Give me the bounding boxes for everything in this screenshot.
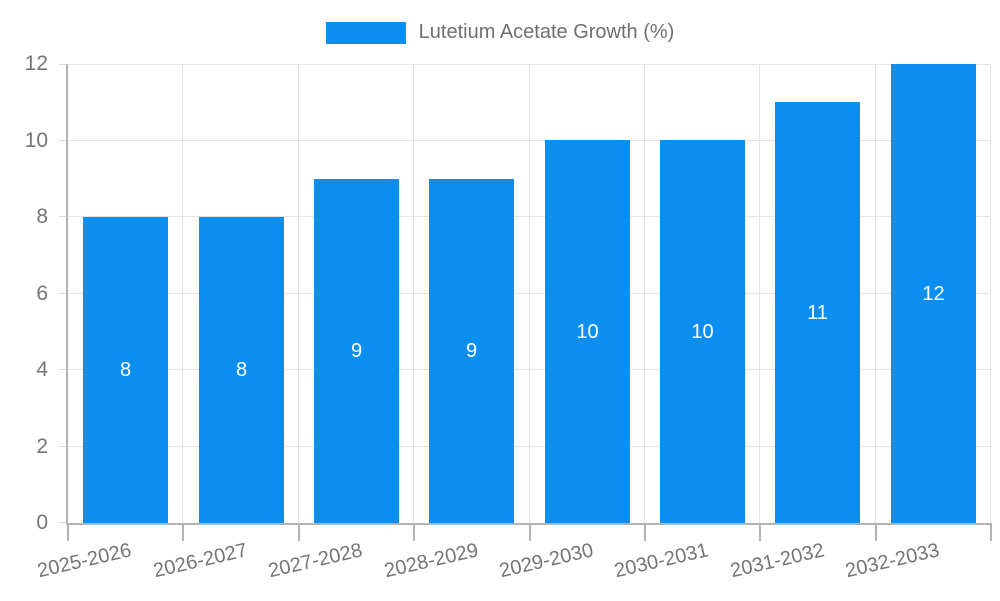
bar-value-label: 8 — [119, 359, 132, 381]
x-axis-tick — [182, 523, 184, 541]
bar-value-label: 12 — [922, 283, 945, 305]
y-axis-tick-label: 0 — [36, 511, 48, 534]
bar-value-label: 10 — [576, 321, 599, 343]
y-axis-tick — [59, 216, 66, 217]
y-axis-tick — [59, 64, 66, 65]
bar-value-label: 8 — [235, 359, 248, 381]
y-axis-tick-label: 8 — [36, 205, 48, 228]
gridline-x — [990, 64, 991, 523]
x-axis-tick — [990, 523, 992, 541]
legend-label: Lutetium Acetate Growth (%) — [418, 21, 675, 43]
bar-value-label: 9 — [350, 340, 363, 362]
y-axis-tick-label: 10 — [24, 129, 48, 152]
x-axis-tick — [529, 523, 531, 541]
y-axis-tick — [59, 293, 66, 294]
x-axis-tick — [298, 523, 300, 541]
x-axis-tick — [413, 523, 415, 541]
bar: 8 — [199, 217, 284, 523]
bar: 12 — [891, 64, 976, 523]
y-axis-tick — [59, 369, 66, 370]
gridline-x — [759, 64, 760, 523]
gridline-y — [68, 64, 991, 65]
legend-swatch — [325, 21, 406, 44]
x-axis-tick — [644, 523, 646, 541]
y-axis-tick — [59, 140, 66, 141]
bar: 10 — [545, 140, 630, 523]
y-axis-tick-label: 2 — [36, 435, 48, 458]
x-axis-tick — [67, 523, 69, 541]
bar: 8 — [83, 217, 168, 523]
gridline-x — [182, 64, 183, 523]
gridline-x — [875, 64, 876, 523]
y-axis-tick — [59, 522, 66, 523]
y-axis-tick — [59, 446, 66, 447]
bar-value-label: 9 — [465, 340, 478, 362]
bar: 9 — [429, 179, 514, 523]
y-axis-tick-label: 4 — [36, 358, 48, 381]
y-axis-tick-label: 6 — [36, 282, 48, 305]
y-axis-tick-label: 12 — [24, 52, 48, 75]
bar: 9 — [314, 179, 399, 523]
x-axis-tick — [759, 523, 761, 541]
bar: 11 — [775, 102, 860, 523]
gridline-x — [644, 64, 645, 523]
x-axis-tick — [875, 523, 877, 541]
bar: 10 — [660, 140, 745, 523]
bar-value-label: 11 — [807, 302, 828, 324]
gridline-x — [529, 64, 530, 523]
bar-value-label: 10 — [691, 321, 714, 343]
gridline-x — [413, 64, 414, 523]
legend: Lutetium Acetate Growth (%) — [0, 21, 1000, 44]
plot-area: 0 2 4 6 8 10 12 8 8 9 9 10 10 11 12 2025-2026 2026-2027 2… — [25, 52, 992, 582]
gridline-x — [298, 64, 299, 523]
